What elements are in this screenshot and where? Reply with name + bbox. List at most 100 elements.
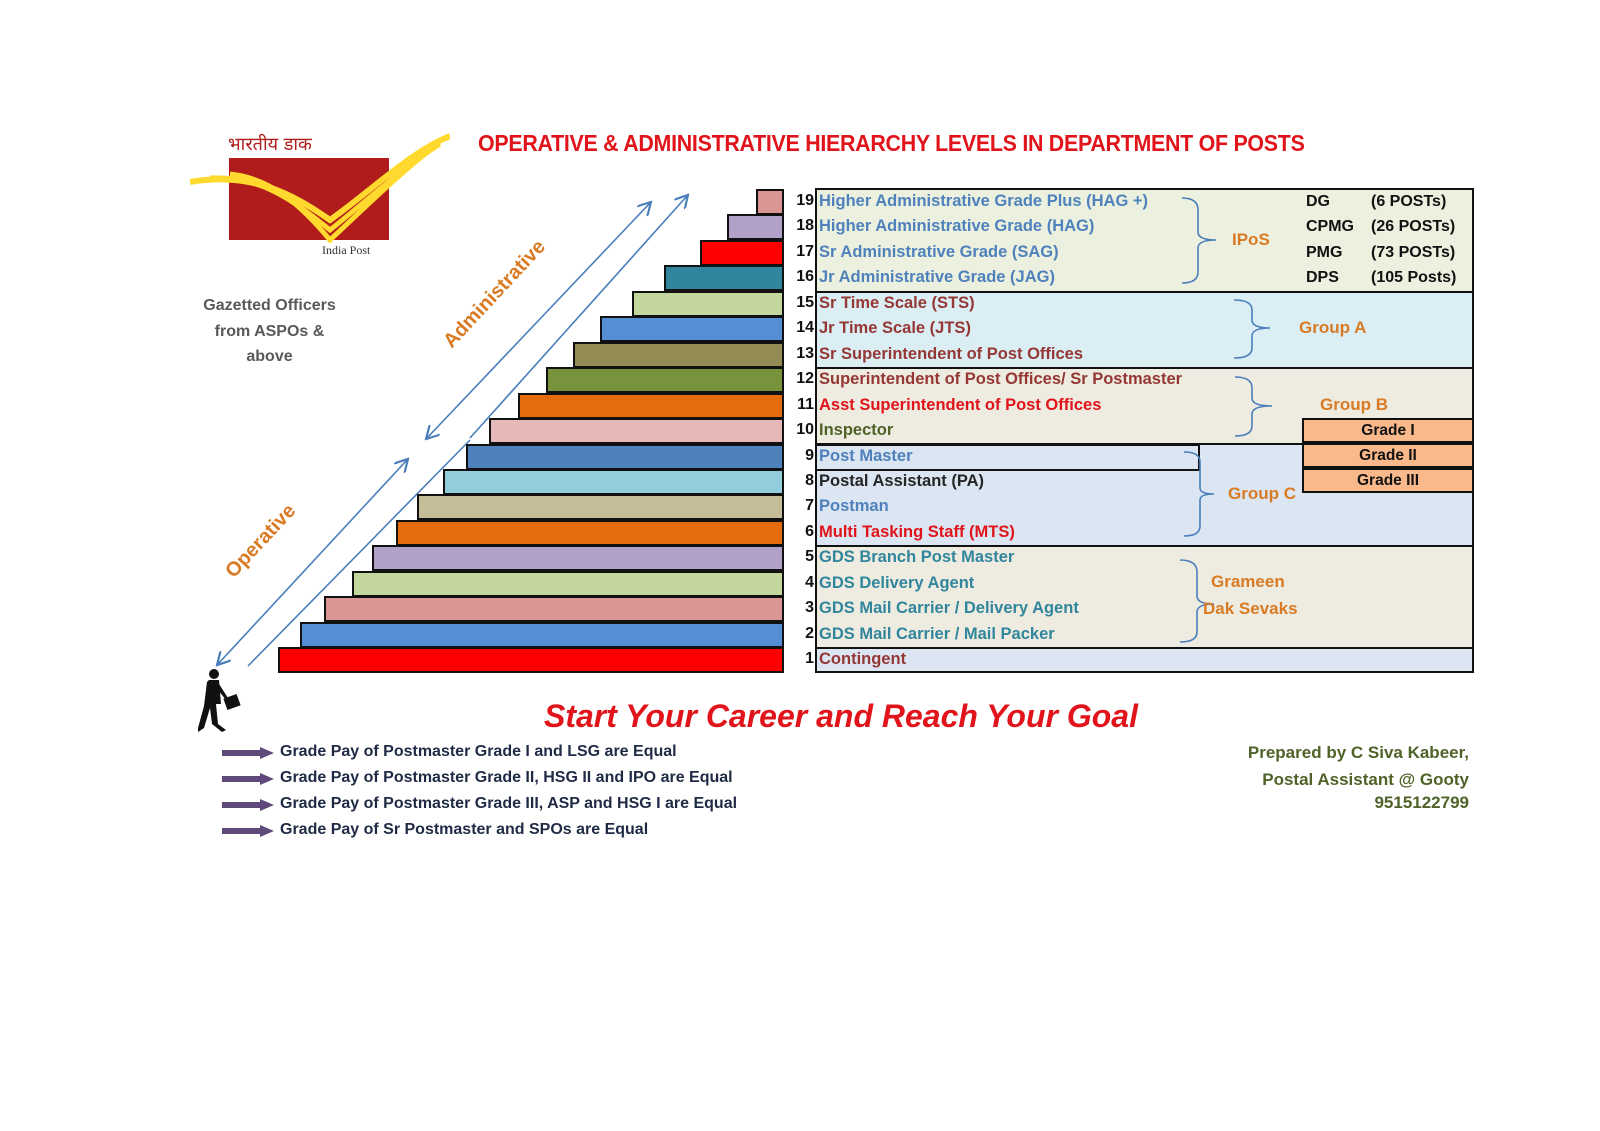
ipos-post-count: (6 POSTs) [1371, 193, 1447, 210]
slogan: Start Your Career and Reach Your Goal [544, 698, 1138, 734]
stair-step-12 [546, 367, 784, 393]
walking-businessman-icon [198, 669, 241, 732]
operative-arrow [218, 460, 407, 664]
credit-phone: 9515122799 [1374, 793, 1469, 812]
level-label: Inspector [819, 421, 894, 439]
stair-step-16 [664, 265, 784, 291]
level-number: 13 [796, 345, 814, 362]
level-label: Jr Time Scale (JTS) [819, 319, 971, 337]
gds-label-line-2: Dak Sevaks [1203, 599, 1298, 618]
group-b-label: Group B [1320, 395, 1388, 414]
stair-step-15 [632, 291, 784, 317]
level-number: 19 [796, 192, 814, 209]
stair-step-10 [489, 418, 784, 444]
ipos-post-count: (105 Posts) [1371, 269, 1457, 287]
level-label: Postal Assistant (PA) [819, 472, 985, 490]
level-number: 6 [805, 523, 814, 540]
level-label: GDS Branch Post Master [819, 548, 1015, 566]
credit-line-2: Postal Assistant @ Gooty [1262, 770, 1469, 789]
grade-iii-box: Grade III [1302, 468, 1474, 493]
level-number: 9 [805, 447, 814, 464]
right-arrow-icon [222, 825, 274, 837]
right-arrow-icon [222, 799, 274, 811]
hierarchy-table [815, 188, 1474, 673]
level-number: 16 [796, 268, 814, 285]
level-number: 18 [796, 217, 814, 234]
logo-english-text: India Post [322, 243, 371, 257]
grade-pay-note: Grade Pay of Postmaster Grade I and LSG … [280, 743, 677, 760]
ipos-post-code: PMG [1306, 243, 1343, 261]
group-c-label: Group C [1228, 484, 1296, 503]
stair-step-17 [700, 240, 784, 266]
level-number: 11 [797, 396, 814, 413]
level-label: Post Master [819, 447, 913, 465]
level-label: Higher Administrative Grade (HAG) [819, 217, 1095, 235]
level-number: 14 [796, 319, 814, 336]
grade-pay-note: Grade Pay of Postmaster Grade II, HSG II… [280, 769, 733, 786]
level-label: Jr Administrative Grade (JAG) [819, 268, 1055, 286]
level-label: Asst Superintendent of Post Offices [819, 396, 1102, 414]
gazetted-officers-note: Gazetted Officers from ASPOs & above [192, 293, 347, 370]
level-number: 7 [805, 497, 814, 514]
level-label: GDS Delivery Agent [819, 574, 975, 592]
level-label: Postman [819, 497, 889, 515]
administrative-arrow [427, 203, 650, 438]
band-group-a [817, 293, 1472, 369]
level-number: 17 [796, 243, 814, 260]
level-label: Contingent [819, 650, 907, 668]
grade-ii-box: Grade II [1302, 443, 1474, 468]
stair-step-3 [324, 596, 784, 622]
level-number: 10 [796, 421, 814, 438]
ipos-post-count: (73 POSTs) [1371, 243, 1456, 261]
level-label: Multi Tasking Staff (MTS) [819, 523, 1015, 541]
page-title: OPERATIVE & ADMINISTRATIVE HIERARCHY LEV… [478, 130, 1305, 156]
level-number: 4 [805, 574, 814, 591]
right-arrow-icon [222, 747, 274, 759]
stair-step-8 [443, 469, 784, 495]
gazetted-line-3: above [246, 348, 293, 365]
gazetted-line-1: Gazetted Officers [203, 297, 336, 314]
level-number: 8 [805, 472, 814, 489]
right-arrow-icon [222, 773, 274, 785]
grade-pay-note: Grade Pay of Sr Postmaster and SPOs are … [280, 821, 649, 838]
level-number: 3 [805, 599, 814, 616]
level-label: Sr Administrative Grade (SAG) [819, 243, 1059, 261]
ipos-post-count: (26 POSTs) [1371, 218, 1456, 236]
credit-line-1: Prepared by C Siva Kabeer, [1247, 743, 1469, 762]
band-gds [817, 547, 1472, 649]
stair-step-1 [278, 647, 784, 673]
gds-label-line-1: Grameen [1211, 572, 1285, 591]
stair-step-9 [466, 444, 784, 470]
stair-step-19 [756, 189, 784, 215]
stair-step-2 [300, 622, 784, 648]
level-number: 2 [805, 625, 814, 642]
logo-hindi-text: भारतीय डाक [228, 134, 312, 155]
ipos-post-code: CPMG [1306, 218, 1354, 236]
level-label: GDS Mail Carrier / Delivery Agent [819, 599, 1079, 617]
india-post-logo [190, 132, 450, 262]
stair-step-7 [417, 494, 784, 520]
stair-step-11 [518, 393, 784, 419]
ipos-label: IPoS [1232, 230, 1270, 249]
group-a-label: Group A [1299, 318, 1367, 337]
level-label: Superintendent of Post Offices/ Sr Postm… [819, 370, 1183, 388]
stair-step-13 [573, 342, 784, 368]
level-label: Sr Time Scale (STS) [819, 294, 975, 312]
stair-step-14 [600, 316, 784, 342]
stair-step-18 [727, 214, 784, 240]
gazetted-line-2: from ASPOs & [214, 322, 325, 340]
ipos-post-code: DG [1306, 193, 1330, 210]
level-number: 1 [805, 650, 814, 667]
stair-step-5 [372, 545, 784, 571]
level-number: 5 [805, 548, 814, 565]
stair-step-6 [396, 520, 784, 546]
level-number: 12 [796, 370, 814, 387]
level-label: GDS Mail Carrier / Mail Packer [819, 625, 1055, 643]
band-contingent [817, 649, 1472, 671]
band-ipos [817, 190, 1472, 293]
ipos-post-code: DPS [1306, 269, 1339, 287]
grade-i-box: Grade I [1302, 418, 1474, 443]
stair-step-4 [352, 571, 784, 597]
grade-pay-note: Grade Pay of Postmaster Grade III, ASP a… [280, 795, 738, 812]
level-number: 15 [796, 294, 814, 311]
